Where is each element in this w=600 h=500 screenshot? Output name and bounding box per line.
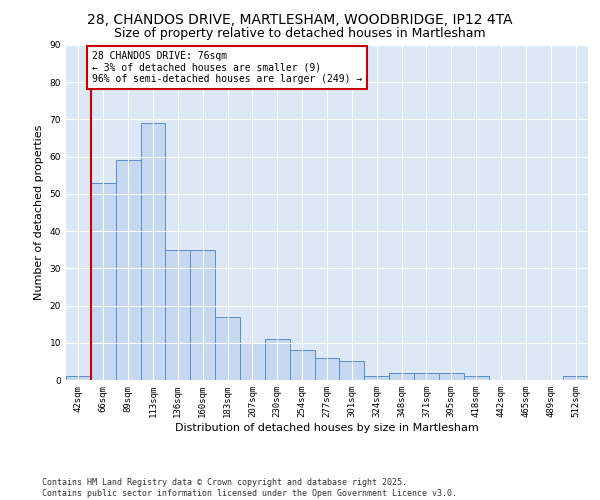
Text: 28 CHANDOS DRIVE: 76sqm
← 3% of detached houses are smaller (9)
96% of semi-deta: 28 CHANDOS DRIVE: 76sqm ← 3% of detached… [92, 50, 362, 84]
Bar [340, 362, 364, 380]
Bar [439, 372, 464, 380]
Bar [140, 123, 166, 380]
Bar [190, 250, 215, 380]
Text: 28, CHANDOS DRIVE, MARTLESHAM, WOODBRIDGE, IP12 4TA: 28, CHANDOS DRIVE, MARTLESHAM, WOODBRIDG… [87, 12, 513, 26]
Bar [166, 250, 190, 380]
Bar [66, 376, 91, 380]
Bar [265, 339, 290, 380]
Text: Contains HM Land Registry data © Crown copyright and database right 2025.
Contai: Contains HM Land Registry data © Crown c… [42, 478, 457, 498]
Text: Size of property relative to detached houses in Martlesham: Size of property relative to detached ho… [114, 28, 486, 40]
Bar [116, 160, 140, 380]
Bar [563, 376, 588, 380]
Bar [414, 372, 439, 380]
Bar [364, 376, 389, 380]
Y-axis label: Number of detached properties: Number of detached properties [34, 125, 44, 300]
Bar [240, 343, 265, 380]
Bar [215, 316, 240, 380]
Bar [389, 372, 414, 380]
Bar [91, 182, 116, 380]
Bar [314, 358, 340, 380]
Bar [464, 376, 488, 380]
Bar [290, 350, 314, 380]
X-axis label: Distribution of detached houses by size in Martlesham: Distribution of detached houses by size … [175, 422, 479, 432]
